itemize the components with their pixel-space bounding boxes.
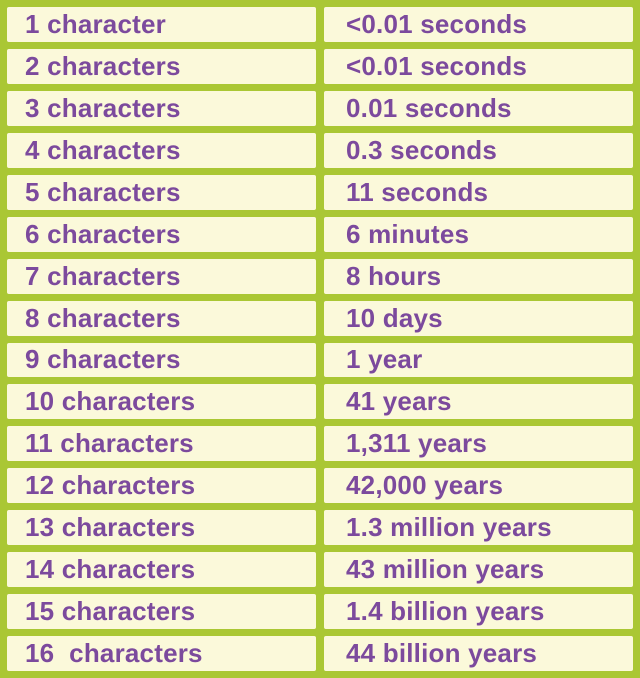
crack-time-cell: 44 billion years [324,636,633,671]
crack-time-cell: 0.3 seconds [324,132,633,168]
password-length-cell: 11 characters [7,426,316,462]
crack-time-cell: 0.01 seconds [324,90,633,126]
crack-time-cell: 8 hours [324,258,633,294]
password-length-cell: 5 characters [7,174,316,210]
crack-time-cell: 6 minutes [324,216,633,252]
password-length-cell: 14 characters [7,552,316,588]
crack-time-cell: <0.01 seconds [324,48,633,84]
password-length-cell: 2 characters [7,48,316,84]
crack-time-cell: 1.4 billion years [324,594,633,630]
crack-time-cell: 42,000 years [324,468,633,504]
crack-time-cell: 43 million years [324,552,633,588]
password-length-cell: 16 characters [7,636,316,671]
crack-time-cell: 1.3 million years [324,510,633,546]
crack-time-cell: 10 days [324,300,633,336]
password-length-cell: 8 characters [7,300,316,336]
password-length-cell: 1 character [7,7,316,42]
password-length-cell: 15 characters [7,594,316,630]
password-length-cell: 7 characters [7,258,316,294]
crack-time-cell: 11 seconds [324,174,633,210]
crack-time-cell: 1 year [324,342,633,378]
crack-time-cell: 41 years [324,384,633,420]
crack-time-cell: <0.01 seconds [324,7,633,42]
password-length-cell: 3 characters [7,90,316,126]
password-length-cell: 4 characters [7,132,316,168]
crack-time-cell: 1,311 years [324,426,633,462]
password-length-cell: 10 characters [7,384,316,420]
password-length-cell: 13 characters [7,510,316,546]
password-length-cell: 12 characters [7,468,316,504]
password-length-cell: 6 characters [7,216,316,252]
password-length-cell: 9 characters [7,342,316,378]
